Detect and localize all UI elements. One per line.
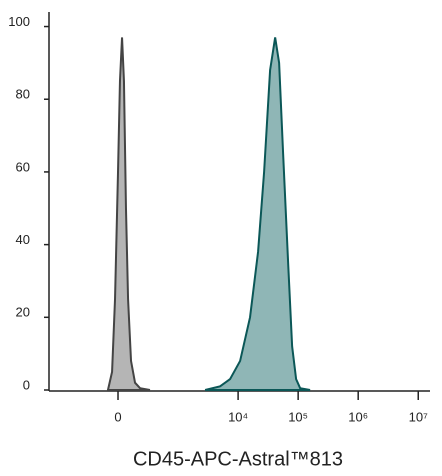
y-tick-label: 80 [16,87,30,102]
y-tick-label: 40 [16,232,30,247]
histogram-area [204,37,311,391]
y-tick-label: 0 [23,377,30,392]
x-tick-label: 10⁵ [288,409,308,424]
x-tick-label: 10⁷ [409,409,428,424]
x-axis-label: CD45-APC-Astral™813 [133,448,343,470]
x-tick-label: 10⁴ [228,409,248,424]
y-tick-label: 60 [16,159,30,174]
y-tick-label: 100 [8,14,30,29]
histogram-area [106,37,151,391]
y-tick-label: 20 [16,305,30,320]
x-tick-label: 10⁶ [348,409,368,424]
x-tick-label: 0 [114,409,121,424]
